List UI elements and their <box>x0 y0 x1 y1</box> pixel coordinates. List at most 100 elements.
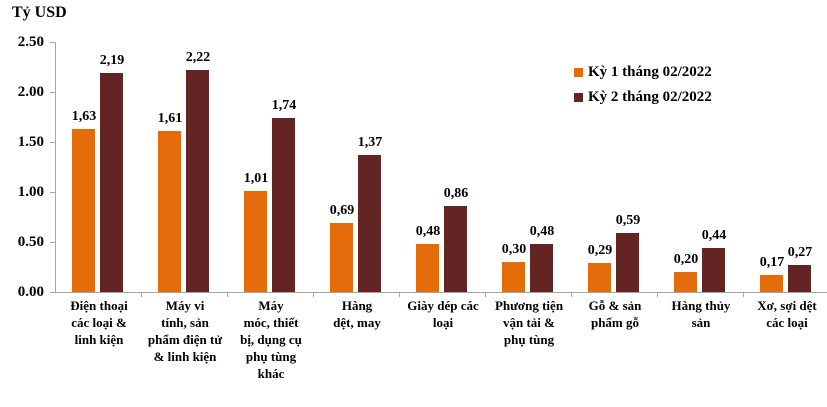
data-label: 0,48 <box>529 224 555 239</box>
x-tick-mark <box>571 292 572 297</box>
x-category-label: Máy vi tính, sản phẩm điện tử & linh kiện <box>142 297 228 365</box>
y-tick-mark <box>50 292 55 293</box>
bar-series-1 <box>502 262 525 292</box>
category-label-line: Hàng thủy <box>671 298 731 313</box>
category-label-line: các loại & <box>71 315 127 330</box>
category-label-line: loại <box>432 315 454 330</box>
bar-series-2 <box>272 118 295 292</box>
legend-swatch-maroon-icon <box>574 93 583 102</box>
category-label-line: khác <box>257 366 285 381</box>
bar-series-2 <box>358 155 381 292</box>
bar-series-2 <box>616 233 639 292</box>
bar-series-1 <box>674 272 697 292</box>
data-label: 0,20 <box>673 252 699 267</box>
data-label: 0,44 <box>701 228 727 243</box>
x-axis-line <box>55 292 827 293</box>
category-label-line: Giày dép các <box>407 298 479 313</box>
bar-series-1 <box>416 244 439 292</box>
category-label-line: phụ tùng <box>503 332 555 347</box>
data-label: 0,69 <box>329 203 355 218</box>
bar-series-2 <box>702 248 725 292</box>
category-label-line: móc, thiết <box>243 315 299 330</box>
data-label: 0,48 <box>415 224 441 239</box>
category-label-line: Hàng <box>341 298 373 313</box>
legend-item-series-1: Kỳ 1 tháng 02/2022 <box>574 60 712 85</box>
data-label: 1,63 <box>71 109 97 124</box>
data-label: 0,27 <box>787 245 813 260</box>
legend: Kỳ 1 tháng 02/2022 Kỳ 2 tháng 02/2022 <box>574 60 712 110</box>
data-label: 1,37 <box>357 135 383 150</box>
y-tick-mark <box>50 42 55 43</box>
x-tick-mark <box>227 292 228 297</box>
x-category-label: Điện thoại các loại & linh kiện <box>56 297 142 348</box>
x-tick-mark <box>657 292 658 297</box>
data-label: 0,59 <box>615 213 641 228</box>
y-tick-label: 1.00 <box>17 184 44 200</box>
data-label: 0,29 <box>587 243 613 258</box>
data-label: 0,86 <box>443 186 469 201</box>
x-tick-mark <box>743 292 744 297</box>
data-label: 0,30 <box>501 242 527 257</box>
bar-series-1 <box>588 263 611 292</box>
category-label-line: sản <box>691 315 711 330</box>
legend-swatch-orange-icon <box>574 68 583 77</box>
x-tick-mark <box>313 292 314 297</box>
category-label-line: phẩm gỗ <box>590 315 640 330</box>
category-label-line: Máy vi <box>165 298 205 313</box>
legend-label: Kỳ 1 tháng 02/2022 <box>588 64 712 80</box>
y-tick-mark <box>50 92 55 93</box>
category-label-line: phẩm điện tử <box>147 332 223 347</box>
y-tick-label: 2.50 <box>17 34 44 50</box>
x-category-label: Giày dép các loại <box>400 297 486 331</box>
bar-series-2 <box>100 73 123 292</box>
bar-series-2 <box>788 265 811 292</box>
x-category-label: Gỗ & sản phẩm gỗ <box>572 297 658 331</box>
bar-series-2 <box>186 70 209 292</box>
y-tick-label: 0.00 <box>17 284 44 300</box>
category-label-line: Điện thoại <box>70 298 128 313</box>
data-label: 0,17 <box>759 255 785 270</box>
y-tick-mark <box>50 242 55 243</box>
category-label-line: bị, dụng cụ <box>240 332 302 347</box>
y-tick-label: 0.50 <box>17 234 44 250</box>
y-tick-label: 2.00 <box>17 84 44 100</box>
data-label: 1,61 <box>157 111 183 126</box>
bar-series-1 <box>244 191 267 292</box>
data-label: 1,01 <box>243 171 269 186</box>
x-category-label: Máy móc, thiết bị, dụng cụ phụ tùng khác <box>228 297 314 382</box>
x-category-label: Phương tiện vận tải & phụ tùng <box>486 297 572 348</box>
x-category-label: Xơ, sợi dệt các loại <box>744 297 827 331</box>
data-label: 2,19 <box>99 53 125 68</box>
category-label-line: linh kiện <box>74 332 124 347</box>
category-label-line: & linh kiện <box>153 349 217 364</box>
data-label: 1,74 <box>271 98 297 113</box>
x-tick-mark <box>485 292 486 297</box>
category-label-line: Máy <box>258 298 284 313</box>
x-category-label: Hàng dệt, may <box>314 297 400 331</box>
y-axis-line <box>55 42 56 293</box>
y-tick-mark <box>50 192 55 193</box>
x-category-label: Hàng thủy sản <box>658 297 744 331</box>
category-label-line: Phương tiện <box>494 298 564 313</box>
legend-item-series-2: Kỳ 2 tháng 02/2022 <box>574 85 712 110</box>
legend-label: Kỳ 2 tháng 02/2022 <box>588 89 712 105</box>
bar-series-2 <box>530 244 553 292</box>
x-tick-mark <box>399 292 400 297</box>
category-label-line: các loại <box>766 315 808 330</box>
category-label-line: dệt, may <box>333 315 381 330</box>
category-label-line: phụ tùng <box>245 349 297 364</box>
bar-series-1 <box>72 129 95 292</box>
y-axis-unit-label: Tỷ USD <box>12 4 67 21</box>
category-label-line: Xơ, sợi dệt <box>757 298 817 313</box>
bar-series-1 <box>760 275 783 292</box>
bar-series-1 <box>158 131 181 292</box>
y-tick-mark <box>50 142 55 143</box>
category-label-line: vận tải & <box>503 315 555 330</box>
y-tick-label: 1.50 <box>17 134 44 150</box>
category-label-line: Gỗ & sản <box>588 298 642 313</box>
bar-series-2 <box>444 206 467 292</box>
bar-series-1 <box>330 223 353 292</box>
category-label-line: tính, sản <box>161 315 209 330</box>
data-label: 2,22 <box>185 50 211 65</box>
x-tick-mark <box>141 292 142 297</box>
